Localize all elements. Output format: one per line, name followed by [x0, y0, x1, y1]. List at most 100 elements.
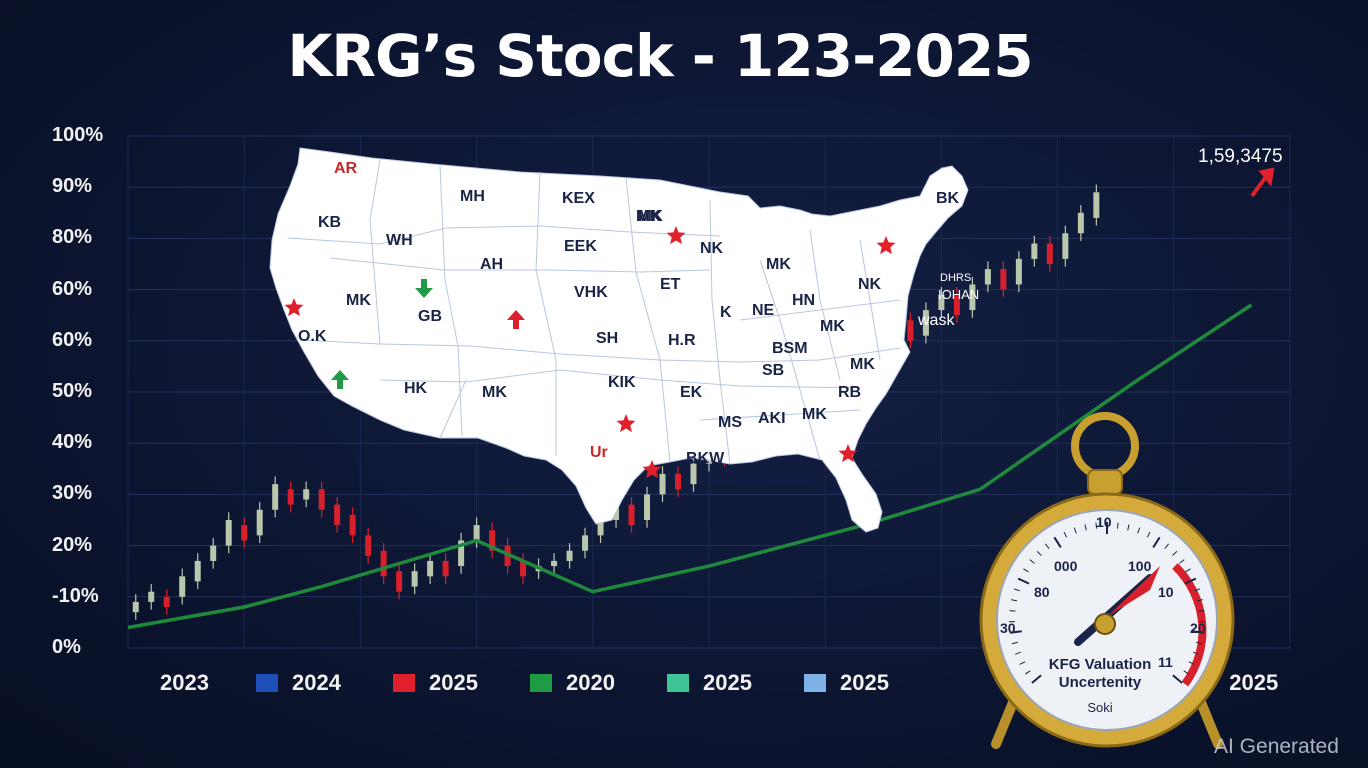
- legend-item: 2025: [393, 670, 478, 696]
- state-label: MK: [802, 406, 827, 423]
- gauge-tick: [1031, 674, 1042, 684]
- state-label: SB: [762, 362, 785, 379]
- legend-swatch: [804, 674, 826, 692]
- watermark: AI Generated: [1214, 735, 1339, 758]
- gauge-tick: [1164, 543, 1170, 549]
- state-label: BK: [936, 190, 960, 207]
- legend-swatch: [530, 674, 552, 692]
- gauge-scale-label: 30: [1000, 620, 1016, 636]
- candle-body: [659, 473, 666, 495]
- candle-body: [597, 520, 604, 536]
- gauge-tick: [1036, 550, 1042, 556]
- gauge-tick: [1073, 527, 1077, 534]
- gauge-tick: [1009, 630, 1022, 634]
- star-marker-icon: [616, 414, 636, 433]
- gauge-leg-right: [1195, 695, 1223, 749]
- candle-body: [984, 269, 991, 285]
- gauge-scale-label: 10: [1096, 514, 1112, 530]
- gauge: [979, 412, 1235, 749]
- candle-body: [566, 550, 573, 561]
- state-label: MH: [460, 188, 485, 205]
- candle-body: [318, 489, 325, 510]
- gauge-tick: [1188, 661, 1195, 665]
- gauge-ring: [1071, 412, 1139, 480]
- gauge-tick: [1011, 641, 1018, 645]
- end-arrow-icon: [1250, 167, 1275, 198]
- candle-body: [1031, 243, 1038, 259]
- arrow-down-icon: [331, 370, 349, 389]
- gauge-tick: [1095, 522, 1098, 529]
- state-label: AH: [480, 256, 504, 273]
- side-label-2: IOHAN: [938, 287, 980, 302]
- gauge-tick: [1025, 670, 1031, 675]
- state-label: EEK: [564, 238, 597, 255]
- gauge-hub: [1094, 613, 1116, 635]
- star-marker-icon: [284, 298, 304, 317]
- candle-body: [256, 509, 263, 536]
- y-tick-label: 60%: [52, 328, 93, 351]
- star-marker-icon: [666, 226, 686, 245]
- gauge-scale-label: 80: [1034, 584, 1050, 600]
- candle-body: [675, 473, 682, 490]
- candle-body: [489, 530, 496, 551]
- state-label: MK: [766, 256, 791, 273]
- gauge-tick: [1137, 527, 1141, 534]
- gauge-tick: [1198, 610, 1205, 612]
- star-marker-icon: [642, 460, 662, 479]
- candle-body: [287, 489, 294, 505]
- candle-body: [582, 535, 589, 551]
- state-label: AR: [334, 160, 358, 177]
- state-label: HN: [792, 292, 816, 309]
- gauge-scale-label: 11: [1158, 654, 1173, 670]
- candle-body: [163, 596, 170, 608]
- state-label: WH: [386, 232, 413, 249]
- candle-body: [396, 571, 403, 592]
- candle-body: [334, 504, 341, 526]
- candle-body: [225, 520, 232, 546]
- gauge-tick: [1084, 524, 1087, 531]
- state-label: MK: [820, 318, 845, 335]
- gauge-tick: [1196, 641, 1203, 645]
- gauge-tick: [1017, 577, 1030, 585]
- gauge-text-line2: Uncertenity: [1058, 674, 1142, 691]
- state-label: NK: [700, 240, 724, 257]
- gauge-tick: [1184, 577, 1197, 585]
- gauge-tick: [1044, 543, 1050, 549]
- y-tick-label: -10%: [52, 584, 99, 607]
- gauge-tick: [1146, 531, 1151, 538]
- map-markers: [284, 226, 896, 479]
- legend-label: 2020: [566, 670, 615, 695]
- candle-body: [411, 571, 418, 587]
- legend-label: 2025: [429, 670, 478, 695]
- gauge-tick: [1196, 599, 1203, 602]
- candle-body: [272, 484, 279, 510]
- gauge-scale-label: 10: [1158, 584, 1174, 600]
- gauge-tick: [1011, 599, 1018, 602]
- gauge-tick: [1172, 674, 1183, 684]
- y-tick-label: 50%: [52, 380, 93, 402]
- state-label: EK: [680, 384, 703, 401]
- us-map-outline: [269, 147, 969, 533]
- gauge-tick: [1015, 651, 1022, 655]
- candle-body: [1015, 258, 1022, 285]
- candle-body: [953, 294, 960, 316]
- legend-swatch: [667, 674, 689, 692]
- y-tick-label: 20%: [52, 533, 93, 556]
- gauge-tick: [1009, 610, 1016, 612]
- state-label: NK: [858, 276, 882, 293]
- state-label: MS: [718, 414, 742, 431]
- legend-item: 2025: [667, 670, 752, 696]
- state-label: AKI: [758, 410, 786, 427]
- state-label: RB: [838, 384, 862, 401]
- candle-body: [1062, 233, 1069, 259]
- legend-item: 2024: [256, 670, 341, 696]
- candle-body: [194, 560, 201, 582]
- gauge-leg-left: [991, 695, 1019, 749]
- gauge-tick: [1185, 568, 1191, 573]
- gauge-scale-label: 100: [1128, 558, 1152, 574]
- state-label: VHK: [574, 284, 608, 301]
- candle-body: [1093, 192, 1100, 218]
- state-label: MK: [636, 208, 661, 225]
- candle-body: [148, 591, 155, 602]
